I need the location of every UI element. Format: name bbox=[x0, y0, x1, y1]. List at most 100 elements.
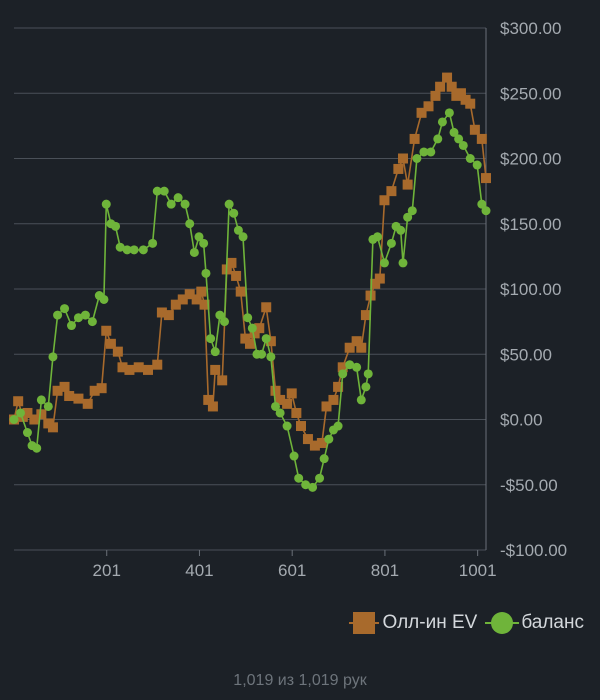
point-allin-ev bbox=[184, 289, 195, 300]
point-allin-ev bbox=[152, 359, 163, 370]
point-allin-ev bbox=[235, 286, 246, 297]
point-balance bbox=[73, 313, 83, 323]
point-allin-ev bbox=[409, 133, 420, 144]
series-line-balance bbox=[13, 110, 487, 489]
point-balance bbox=[398, 258, 408, 268]
point-balance bbox=[194, 232, 204, 242]
point-allin-ev bbox=[337, 362, 348, 373]
point-allin-ev bbox=[133, 362, 144, 373]
point-balance bbox=[201, 268, 211, 278]
point-allin-ev bbox=[73, 393, 84, 404]
point-balance bbox=[477, 199, 487, 209]
point-allin-ev bbox=[316, 437, 327, 448]
point-allin-ev bbox=[210, 364, 221, 375]
point-balance bbox=[111, 221, 121, 231]
point-allin-ev bbox=[370, 278, 381, 289]
point-allin-ev bbox=[245, 338, 255, 349]
point-allin-ev bbox=[481, 173, 491, 184]
point-balance bbox=[407, 206, 417, 216]
y-tick-label: $250.00 bbox=[500, 84, 561, 103]
point-allin-ev bbox=[416, 107, 427, 118]
legend-swatch-circle bbox=[485, 612, 520, 634]
x-tick-label: 601 bbox=[278, 561, 306, 580]
point-allin-ev bbox=[249, 328, 260, 339]
point-balance bbox=[210, 347, 220, 357]
point-allin-ev bbox=[29, 414, 40, 425]
point-balance bbox=[99, 294, 109, 304]
point-balance bbox=[412, 154, 422, 163]
point-balance bbox=[352, 362, 362, 372]
point-allin-ev bbox=[177, 294, 188, 305]
point-allin-ev bbox=[309, 440, 320, 451]
point-allin-ev bbox=[47, 422, 58, 433]
point-balance bbox=[185, 219, 195, 229]
point-allin-ev bbox=[254, 323, 265, 334]
point-balance bbox=[257, 349, 267, 359]
point-allin-ev bbox=[124, 364, 135, 375]
point-balance bbox=[32, 443, 42, 453]
point-balance bbox=[66, 321, 76, 331]
point-allin-ev bbox=[465, 98, 476, 109]
point-allin-ev bbox=[469, 124, 480, 135]
point-allin-ev bbox=[302, 434, 313, 445]
point-balance bbox=[173, 193, 183, 203]
point-balance bbox=[189, 247, 199, 257]
point-balance bbox=[224, 199, 234, 209]
point-balance bbox=[363, 369, 373, 379]
point-allin-ev bbox=[333, 381, 344, 392]
point-balance bbox=[238, 232, 248, 242]
point-allin-ev bbox=[286, 388, 297, 399]
series-line-allin-ev bbox=[13, 76, 487, 447]
y-tick-label: $150.00 bbox=[500, 215, 561, 234]
point-balance bbox=[122, 245, 132, 255]
point-balance bbox=[319, 454, 329, 464]
point-balance bbox=[481, 206, 491, 216]
point-balance bbox=[53, 310, 63, 320]
x-tick-label: 201 bbox=[93, 561, 121, 580]
point-allin-ev bbox=[291, 407, 302, 418]
point-allin-ev bbox=[163, 310, 174, 321]
point-balance bbox=[43, 401, 53, 411]
point-balance bbox=[152, 186, 162, 196]
point-balance bbox=[308, 482, 318, 492]
point-balance bbox=[338, 369, 348, 379]
point-balance bbox=[15, 408, 25, 418]
point-allin-ev bbox=[117, 362, 128, 373]
point-allin-ev bbox=[191, 294, 202, 305]
point-allin-ev bbox=[356, 342, 367, 353]
point-balance bbox=[247, 323, 257, 333]
point-balance bbox=[472, 160, 482, 170]
point-balance bbox=[386, 238, 396, 248]
point-balance bbox=[465, 154, 475, 163]
point-allin-ev bbox=[82, 398, 93, 409]
point-allin-ev bbox=[64, 391, 75, 402]
point-balance bbox=[379, 258, 389, 268]
point-balance bbox=[345, 360, 355, 370]
point-balance bbox=[403, 212, 413, 222]
point-balance bbox=[373, 232, 383, 242]
point-balance bbox=[243, 313, 253, 323]
legend-swatch-square bbox=[348, 612, 379, 634]
point-allin-ev bbox=[423, 101, 434, 112]
point-balance bbox=[215, 310, 225, 320]
point-balance bbox=[315, 473, 325, 483]
point-allin-ev bbox=[226, 257, 237, 268]
legend-item-balance[interactable]: баланс bbox=[485, 612, 584, 634]
point-allin-ev bbox=[199, 299, 210, 310]
point-allin-ev bbox=[240, 333, 251, 344]
point-allin-ev bbox=[112, 346, 123, 357]
legend-label-balance: баланс bbox=[521, 612, 584, 633]
point-allin-ev bbox=[142, 364, 153, 375]
point-allin-ev bbox=[89, 385, 100, 396]
point-allin-ev bbox=[379, 195, 390, 206]
point-allin-ev bbox=[351, 336, 362, 347]
point-balance bbox=[180, 199, 190, 209]
point-allin-ev bbox=[386, 186, 397, 197]
legend-item-allin-ev[interactable]: Олл-ин EV bbox=[348, 612, 478, 634]
point-balance bbox=[9, 415, 19, 424]
point-allin-ev bbox=[101, 325, 112, 336]
point-allin-ev bbox=[296, 421, 307, 432]
point-allin-ev bbox=[393, 163, 404, 174]
legend-label-allin-ev: Олл-ин EV bbox=[382, 612, 478, 633]
point-allin-ev bbox=[455, 88, 466, 99]
